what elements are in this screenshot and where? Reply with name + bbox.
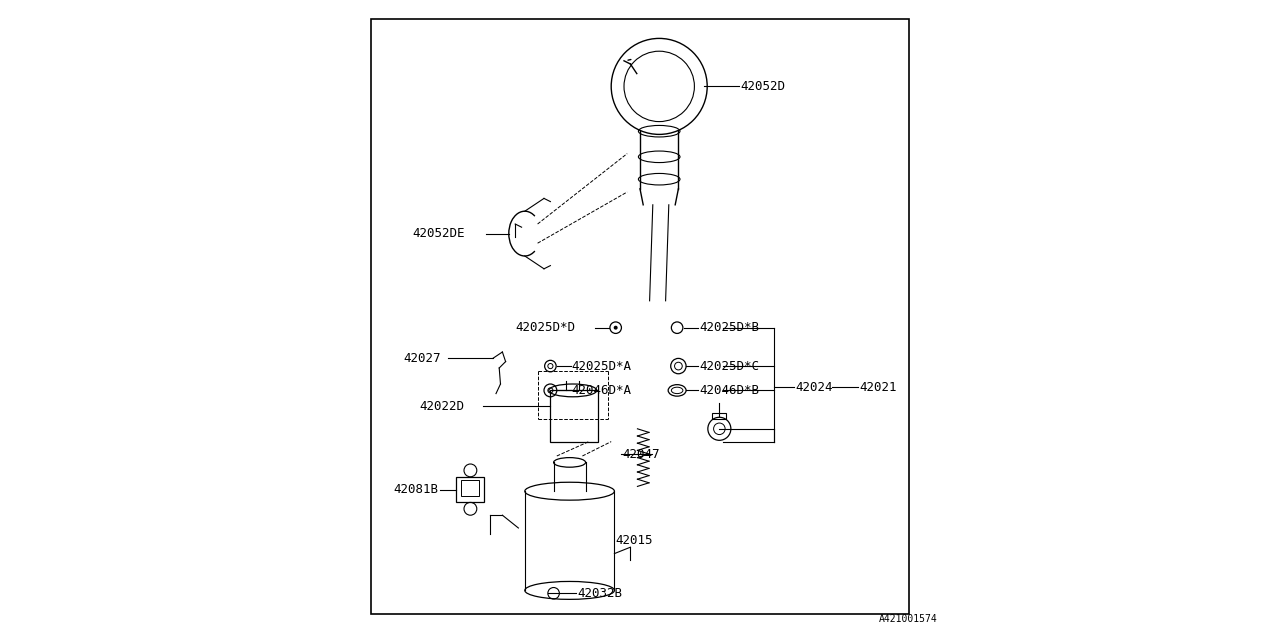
Text: 42025D*A: 42025D*A [571,360,631,372]
Text: 42046D*A: 42046D*A [571,384,631,397]
Bar [462,480,480,496]
Text: 42025D*B: 42025D*B [699,321,759,334]
Text: 42024: 42024 [795,381,832,394]
Bar [371,19,909,614]
Text: 42025D*C: 42025D*C [699,360,759,372]
Text: 42021: 42021 [859,381,896,394]
Bar [457,477,485,502]
Text: 42052D: 42052D [740,80,786,93]
Text: 42015: 42015 [616,534,653,547]
Text: 42046D*B: 42046D*B [699,384,759,397]
Text: 42027: 42027 [403,352,440,365]
Circle shape [614,326,617,329]
Text: 42032B: 42032B [577,587,622,600]
Text: 42081B: 42081B [394,483,439,496]
Text: 42047: 42047 [622,448,659,461]
Text: 42022D: 42022D [420,400,465,413]
Text: 42052DE: 42052DE [412,227,466,240]
Text: 42025D*D: 42025D*D [516,321,575,334]
Text: A421001574: A421001574 [879,614,937,624]
Bar [712,413,727,419]
Bar [550,390,599,442]
